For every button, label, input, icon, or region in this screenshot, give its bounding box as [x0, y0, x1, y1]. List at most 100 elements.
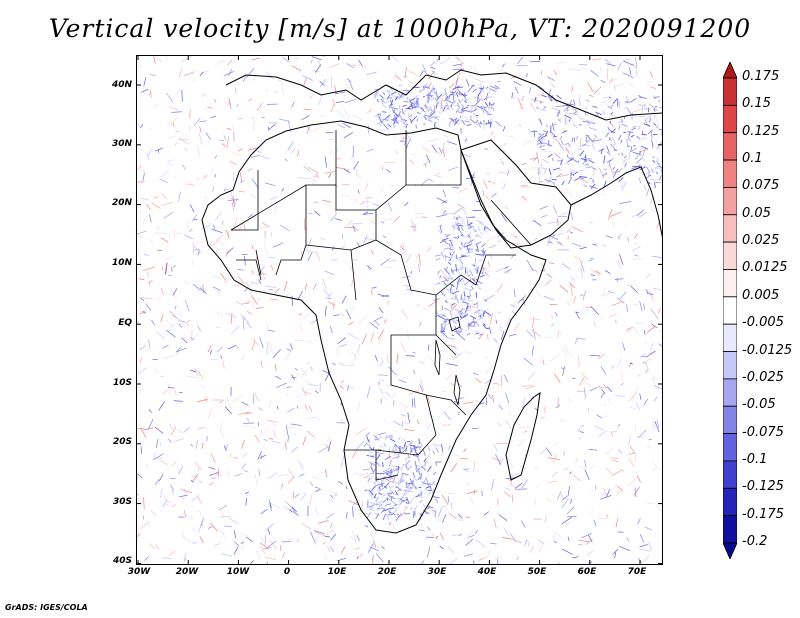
field-stroke [554, 442, 558, 446]
field-stroke [260, 360, 263, 369]
field-stroke [466, 531, 474, 537]
field-stroke [474, 257, 477, 267]
field-stroke [571, 556, 578, 559]
field-stroke [433, 116, 440, 121]
field-stroke [403, 441, 406, 450]
colorbar-swatch [722, 77, 738, 106]
field-stroke [279, 224, 290, 232]
field-stroke [649, 86, 657, 90]
field-stroke [286, 293, 291, 296]
field-stroke [376, 451, 380, 454]
field-stroke [274, 363, 277, 371]
field-stroke [391, 481, 397, 483]
field-stroke [579, 150, 585, 157]
field-stroke [184, 426, 190, 433]
field-stroke [403, 122, 407, 129]
field-stroke [454, 104, 460, 107]
field-stroke [393, 493, 400, 496]
field-stroke [432, 496, 440, 499]
field-stroke [170, 266, 173, 273]
field-stroke [199, 480, 203, 484]
field-stroke [479, 83, 485, 93]
field-stroke [344, 83, 351, 92]
field-stroke [634, 155, 639, 160]
field-stroke [401, 275, 411, 279]
field-stroke [173, 229, 176, 239]
field-stroke [292, 511, 299, 516]
field-stroke [629, 362, 633, 365]
field-stroke [495, 121, 503, 127]
field-stroke [226, 127, 231, 131]
field-stroke [472, 321, 478, 323]
lat-label-20n: 20N [111, 198, 132, 208]
field-stroke [658, 308, 662, 314]
field-stroke [232, 284, 241, 287]
field-stroke [148, 409, 152, 413]
field-stroke [547, 153, 553, 158]
colorbar-label: 0.05 [742, 205, 771, 221]
field-stroke [579, 169, 585, 172]
field-stroke [561, 127, 569, 132]
field-stroke [586, 550, 594, 556]
field-stroke [607, 126, 611, 132]
field-stroke [251, 245, 254, 250]
field-stroke [215, 326, 220, 328]
field-stroke [576, 337, 586, 340]
field-stroke [544, 179, 551, 182]
field-stroke [448, 104, 455, 111]
field-stroke [237, 269, 244, 271]
field-stroke [233, 530, 237, 539]
field-stroke [422, 146, 429, 153]
field-stroke [340, 380, 344, 384]
field-stroke [653, 385, 663, 390]
field-stroke [602, 192, 604, 197]
colorbar-swatch [722, 269, 738, 298]
field-stroke [418, 492, 423, 498]
field-stroke [465, 176, 476, 180]
field-stroke [388, 513, 395, 516]
field-stroke [199, 536, 204, 544]
field-stroke [455, 379, 463, 388]
field-stroke [517, 439, 526, 447]
field-stroke [637, 518, 641, 525]
field-stroke [203, 174, 208, 179]
field-stroke [380, 221, 385, 224]
field-stroke [591, 167, 597, 170]
field-stroke [396, 513, 400, 516]
field-stroke [144, 556, 149, 561]
field-stroke [259, 337, 264, 349]
field-stroke [434, 254, 442, 257]
field-stroke [387, 492, 393, 495]
map-frame [136, 55, 663, 565]
field-stroke [464, 350, 472, 354]
field-stroke [391, 55, 400, 63]
field-stroke [530, 157, 536, 160]
field-stroke [174, 305, 177, 309]
field-stroke [137, 473, 143, 479]
field-stroke [554, 373, 561, 383]
field-stroke [475, 219, 484, 224]
field-stroke [552, 471, 558, 478]
lat-label-40s: 40S [112, 556, 132, 566]
field-stroke [537, 539, 545, 545]
field-stroke [618, 177, 624, 183]
field-stroke [441, 105, 447, 108]
colorbar-swatch [722, 351, 738, 380]
field-stroke [612, 168, 619, 179]
field-stroke [605, 467, 614, 476]
field-stroke [511, 310, 517, 317]
field-stroke [405, 138, 412, 150]
field-stroke [570, 276, 575, 281]
field-stroke [600, 148, 603, 155]
field-stroke [385, 114, 391, 119]
field-stroke [605, 132, 610, 138]
field-stroke [600, 492, 606, 496]
field-stroke [621, 180, 627, 191]
field-stroke [227, 59, 232, 66]
field-stroke [444, 255, 452, 259]
field-stroke [560, 159, 563, 166]
field-stroke [290, 423, 302, 426]
field-stroke [579, 376, 585, 387]
field-stroke [456, 86, 464, 89]
field-stroke [212, 186, 215, 192]
